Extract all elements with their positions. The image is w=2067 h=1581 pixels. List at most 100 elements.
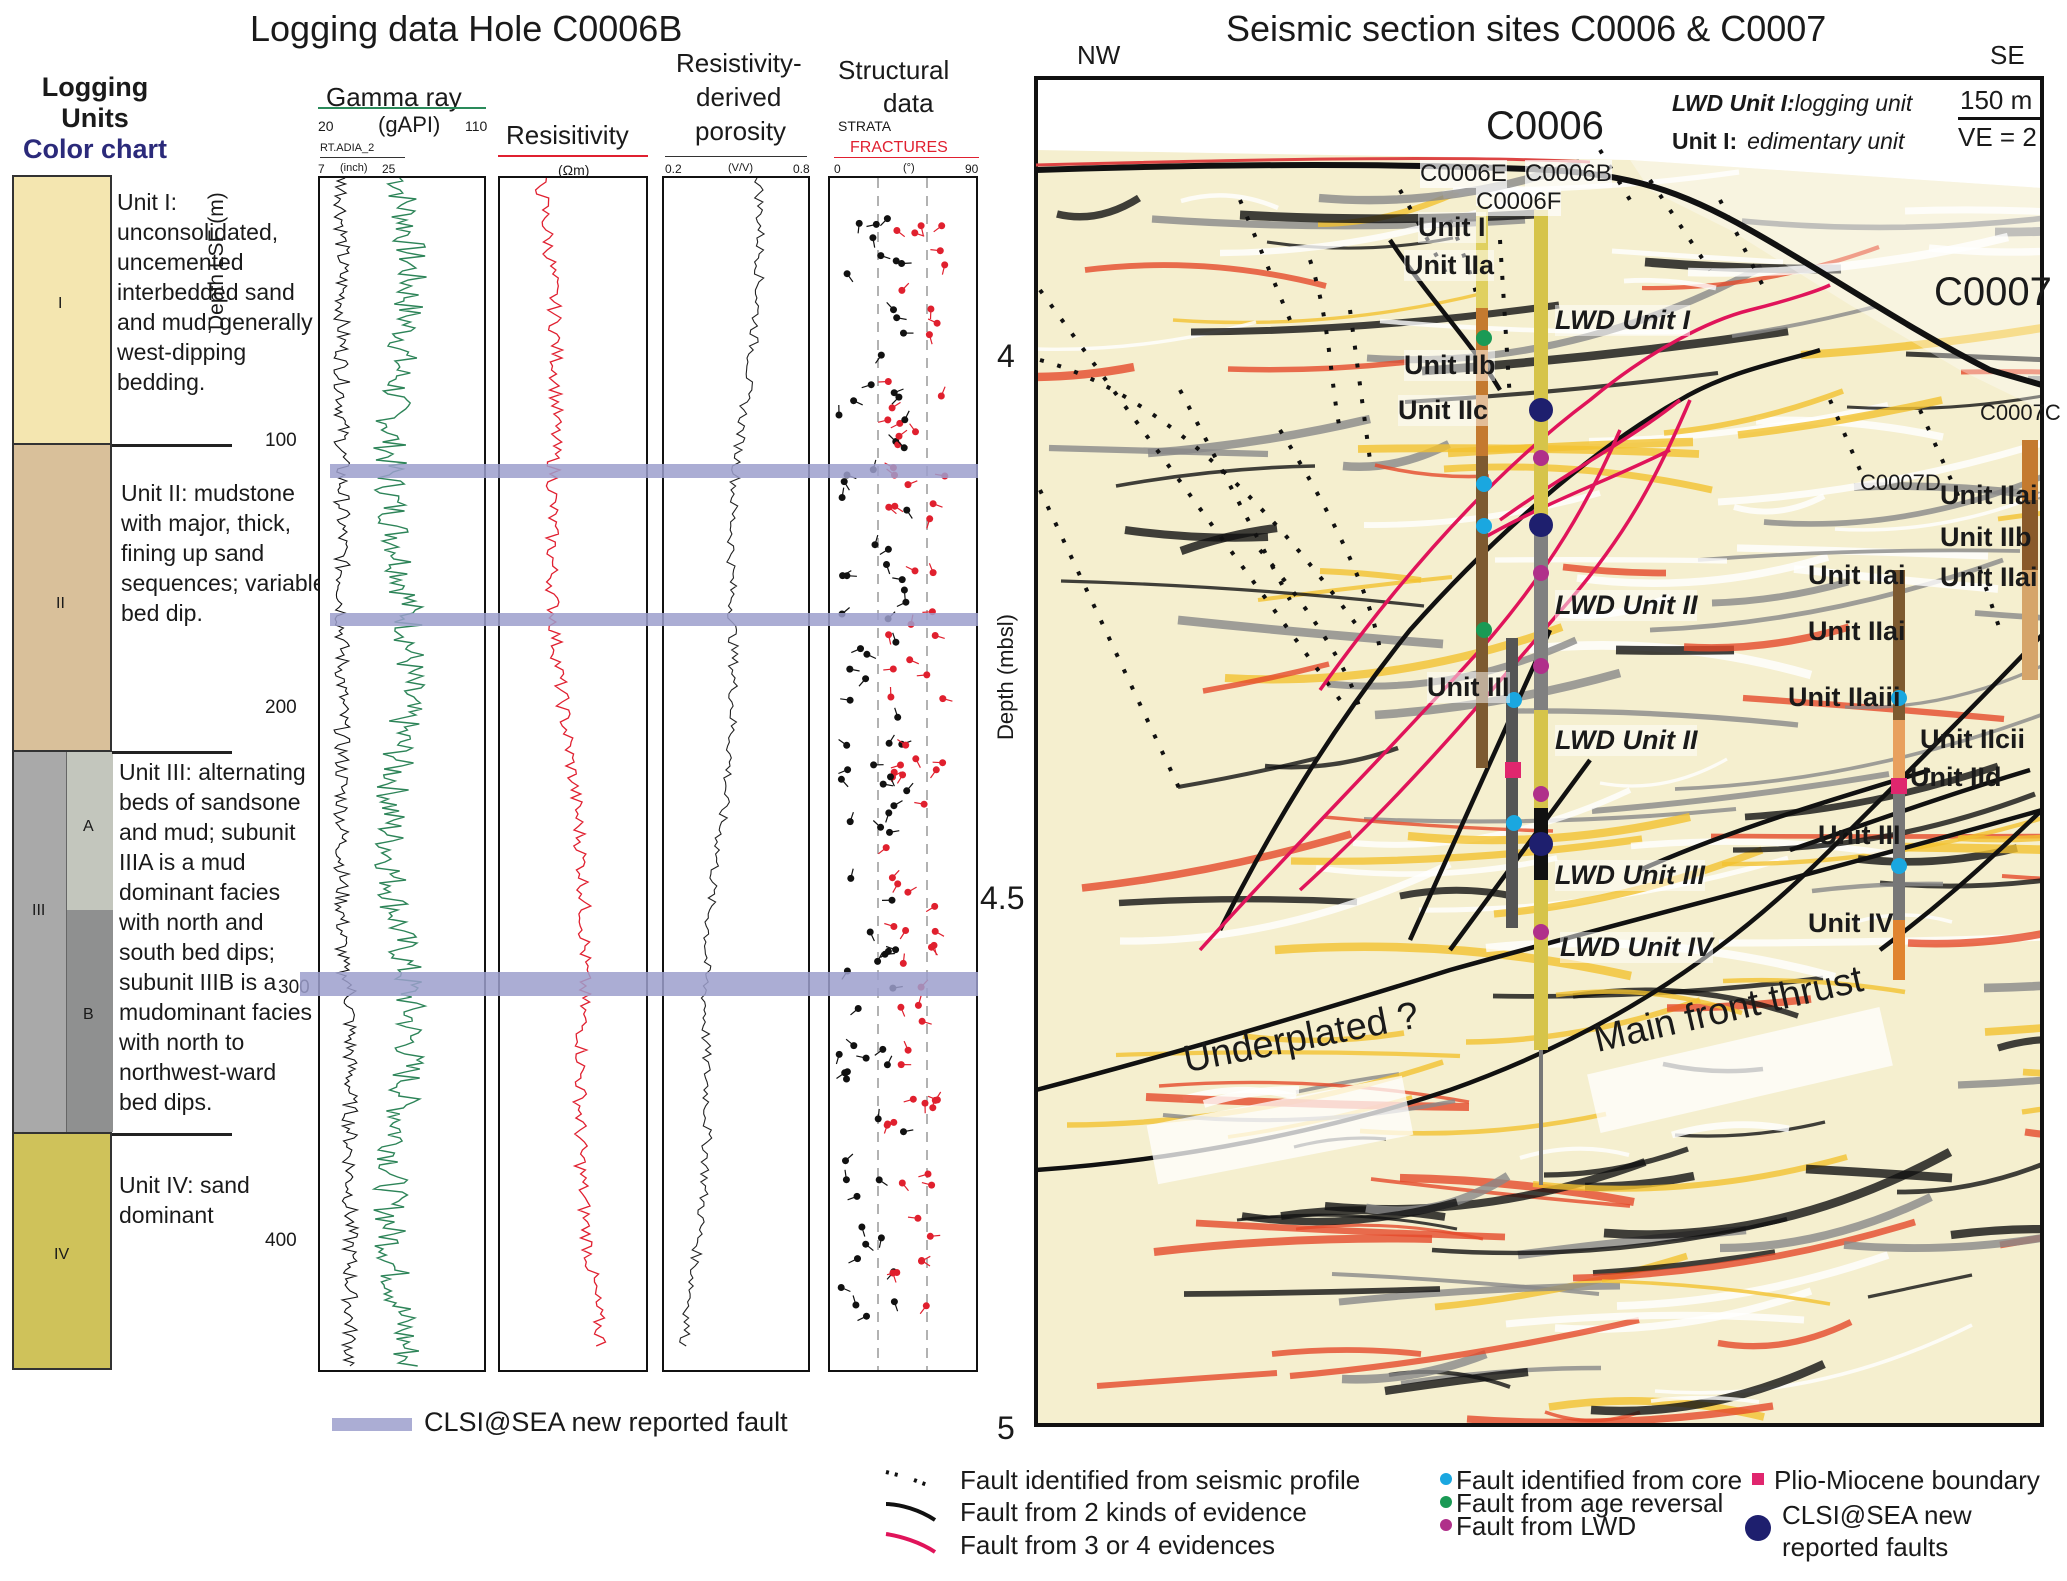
lwd-label: LWD Unit I: [1555, 305, 1690, 336]
unit-iv-description: Unit IV: sand dominant: [119, 1172, 250, 1228]
seismic-reflector: [1984, 982, 2042, 1036]
dip-point: [928, 1181, 936, 1189]
seismic-reflector: [1431, 1216, 1788, 1256]
dip-point: [900, 329, 907, 337]
dip-point: [895, 393, 903, 401]
seismic-reflector: [1697, 548, 2021, 562]
porosity-title-3: porosity: [695, 116, 787, 146]
seismic-reflector: [1717, 1319, 1853, 1350]
c0007d-unit-label: Unit IIai: [1808, 616, 1906, 646]
seismic-reflector: [1674, 707, 2042, 791]
gamma-scale-line: [318, 107, 486, 109]
seismic-reflector: [1543, 1146, 1689, 1178]
seismic-tick-5: 5: [997, 1410, 1015, 1446]
dip-point: [941, 261, 949, 269]
seismic-reflector: [1572, 1218, 1916, 1282]
dip-point: [888, 896, 896, 904]
dip-point: [863, 650, 871, 658]
porosity-track: [662, 176, 810, 1372]
unit-i-block: I: [12, 175, 112, 445]
lwd-label: LWD Unit II: [1555, 725, 1698, 756]
seismic-reflector: [1843, 1189, 2042, 1252]
seismic-reflector: [1650, 1395, 1760, 1404]
c0007d-unit-label: Unit III: [1818, 820, 1901, 850]
c0007d-unit-label: Unit IV: [1808, 908, 1894, 938]
dip-point: [914, 1001, 922, 1009]
unit-label: Unit I: [1418, 212, 1486, 243]
key2-bold: Unit I:: [1672, 128, 1738, 154]
seismic-tick-4: 4: [997, 338, 1015, 374]
seismic-reflector: [1517, 708, 1799, 728]
caliper-max: 25: [382, 162, 396, 176]
gamma-sub: RT.ADIA_2: [320, 142, 375, 154]
seismic-reflector: [1124, 526, 1269, 542]
site-c0006-label: C0006: [1486, 104, 1604, 148]
dip-point: [893, 227, 901, 234]
dip-point: [894, 880, 902, 888]
scale-bar-label: 150 m: [1960, 85, 2033, 115]
seismic-reflector: [1036, 362, 1135, 382]
c0007-unit-label: Unit IIb: [1940, 522, 2032, 552]
unit-iii-block: III A B: [12, 752, 113, 1134]
gamma-unit: (gAPI): [378, 112, 441, 137]
dip-point: [837, 775, 845, 783]
dip-point: [869, 234, 877, 242]
dip-point: [929, 500, 937, 508]
structural-unit: (°): [903, 162, 915, 174]
gamma-max: 110: [465, 118, 488, 134]
dip-point: [930, 941, 938, 949]
units-header-line1: Logging: [41, 72, 149, 102]
depth-tick-400: 400: [265, 1230, 297, 1251]
dip-point: [931, 902, 939, 910]
key2-rest: edimentary unit: [1747, 128, 1905, 154]
lwd-label: LWD Unit IV: [1560, 932, 1713, 963]
dip-point: [853, 1192, 861, 1200]
seismic-reflector: [1722, 977, 1906, 995]
gamma-track: [318, 176, 486, 1372]
seismic-reflector: [1957, 1025, 2042, 1089]
dip-point: [897, 761, 904, 769]
unit-iv-block: IV: [12, 1134, 112, 1370]
key1-rest: logging unit: [1794, 90, 1913, 116]
caliper-scale-line: [320, 157, 405, 158]
dip-point: [898, 260, 906, 267]
seismic-reflector: [1118, 896, 1358, 907]
dip-point: [855, 219, 863, 227]
unit-iiib-label: B: [83, 1006, 94, 1023]
dip-point: [893, 314, 901, 322]
dip-point: [852, 1301, 860, 1309]
dip-point: [842, 1176, 850, 1184]
structural-scale-line: [834, 157, 979, 158]
seismic-reflector: [1599, 757, 1728, 788]
seismic-reflector: [1683, 623, 1851, 652]
dip-point: [898, 1179, 906, 1187]
porosity-title-1: Resistivity-: [676, 48, 802, 78]
unit-divider: [112, 751, 232, 754]
units-header-line3: Color chart: [22, 134, 168, 164]
seismic-reflector: [1960, 369, 2042, 405]
dip-point: [890, 1298, 898, 1306]
dip-point: [883, 561, 890, 568]
dip-point: [862, 675, 870, 683]
dip-point: [920, 800, 928, 808]
legend-black-fault: Fault from 2 kinds of evidence: [960, 1497, 1307, 1527]
seismic-reflector: [1663, 388, 1844, 436]
dip-point: [840, 478, 848, 486]
dip-point: [857, 645, 864, 653]
seismic-reflector: [1601, 1279, 1831, 1306]
seismic-reflector: [1341, 1349, 1488, 1384]
dip-point: [932, 766, 940, 774]
seismic-reflector: [1081, 830, 1353, 892]
dip-point: [938, 222, 946, 230]
unit-label: Unit IIc: [1398, 395, 1489, 426]
porosity-unit: (V/V): [728, 162, 754, 174]
dip-point: [843, 270, 851, 278]
structural-track: [828, 176, 978, 1372]
c0007d-unit-label: Unit IIai: [1808, 560, 1906, 590]
seismic-reflector: [1119, 860, 1452, 945]
structural-title-2: data: [883, 88, 934, 118]
c0007d-unit-label: Unit IIcii: [1920, 724, 2026, 754]
seismic-reflector: [1295, 1072, 1400, 1094]
caliper-min: 7: [318, 162, 325, 176]
dip-point: [854, 1255, 861, 1263]
